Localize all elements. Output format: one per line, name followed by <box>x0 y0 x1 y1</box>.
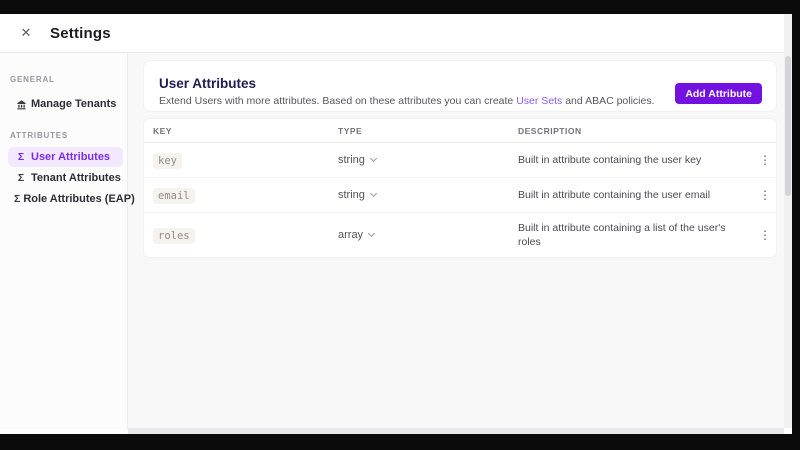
sidebar-item-tenant-attributes[interactable]: Σ Tenant Attributes <box>8 168 123 188</box>
user-sets-link[interactable]: User Sets <box>516 95 563 107</box>
attribute-key: roles <box>153 228 195 245</box>
sidebar-section-attributes: ATTRIBUTES <box>10 131 69 140</box>
sidebar-item-manage-tenants[interactable]: Manage Tenants <box>8 94 123 114</box>
vertical-scrollbar-thumb[interactable] <box>785 56 791 196</box>
row-actions-menu-icon[interactable]: ⋮ <box>759 228 771 243</box>
column-header-key: KEY <box>153 125 172 136</box>
sidebar-item-role-attributes-eap[interactable]: Σ Role Attributes (EAP) <box>8 189 135 209</box>
type-select[interactable]: string <box>338 189 377 201</box>
top-letterbox-bar <box>0 0 800 14</box>
row-actions-menu-icon[interactable]: ⋮ <box>759 153 771 167</box>
column-header-type: TYPE <box>338 125 363 136</box>
section-title: User Attributes <box>159 76 257 91</box>
sidebar-item-user-attributes[interactable]: Σ User Attributes <box>8 147 123 167</box>
column-header-description: DESCRIPTION <box>518 125 582 136</box>
sidebar-item-label: User Attributes <box>31 151 111 163</box>
attribute-description: Built in attribute containing a list of … <box>518 222 726 249</box>
type-value: string <box>338 154 365 166</box>
close-icon[interactable]: ✕ <box>20 25 32 40</box>
vertical-scrollbar[interactable] <box>784 14 792 428</box>
bottom-letterbox-bar <box>0 434 800 450</box>
page-title: Settings <box>50 24 111 42</box>
user-attributes-header-card: User Attributes Extend Users with more a… <box>143 60 777 112</box>
sigma-icon: Σ <box>17 172 25 184</box>
attributes-table: KEY TYPE DESCRIPTION key string Built in… <box>143 118 777 259</box>
attribute-key: email <box>153 188 195 204</box>
add-attribute-button[interactable]: Add Attribute <box>675 83 762 104</box>
type-value: array <box>338 229 364 242</box>
attribute-key: key <box>153 153 182 169</box>
sigma-icon: Σ <box>17 151 25 163</box>
description-text: and ABAC policies. <box>562 95 655 107</box>
sidebar: GENERAL Manage Tenants ATTRIBUTES Σ User… <box>0 53 135 429</box>
right-letterbox-bar <box>792 0 800 450</box>
table-header-row: KEY TYPE DESCRIPTION <box>144 119 776 143</box>
chevron-down-icon <box>368 230 376 238</box>
horizontal-scrollbar[interactable] <box>128 428 784 434</box>
sidebar-item-label: Manage Tenants <box>31 98 117 110</box>
chevron-down-icon <box>369 154 377 163</box>
attribute-description: Built in attribute containing the user k… <box>518 153 702 166</box>
table-row: email string Built in attribute containi… <box>144 178 776 213</box>
description-text: Extend Users with more attributes. Based… <box>159 95 517 107</box>
sidebar-item-label: Role Attributes (EAP) <box>23 193 135 205</box>
type-select[interactable]: array <box>338 229 376 242</box>
settings-header: ✕ Settings <box>0 14 792 53</box>
type-select[interactable]: string <box>338 154 377 166</box>
attribute-description: Built in attribute containing the user e… <box>518 188 711 201</box>
type-value: string <box>338 189 365 201</box>
table-row: key string Built in attribute containing… <box>144 143 776 178</box>
row-actions-menu-icon[interactable]: ⋮ <box>759 188 771 202</box>
sigma-icon: Σ <box>14 193 21 205</box>
section-description: Extend Users with more attributes. Based… <box>159 95 762 107</box>
table-row: roles array Built in attribute containin… <box>144 213 776 257</box>
building-icon <box>14 99 28 110</box>
sidebar-item-label: Tenant Attributes <box>31 172 121 184</box>
chevron-down-icon <box>369 189 377 198</box>
sidebar-section-general: GENERAL <box>10 75 55 84</box>
